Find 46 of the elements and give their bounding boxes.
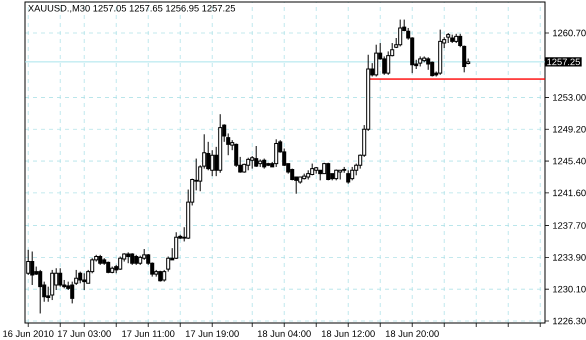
candlestick [118,256,122,270]
candlestick [174,232,178,260]
candlestick [418,56,422,67]
candlestick [58,268,62,288]
y-tick-label: 1253.00 [553,94,586,101]
ref-line-label: 1257.25 [547,58,580,66]
candlestick [82,272,86,291]
candlestick [446,32,450,44]
candlestick [374,44,378,78]
y-tick-label: 1226.30 [553,318,586,324]
candlestick [338,170,342,180]
candlestick [346,170,350,184]
candlestick [326,162,330,181]
candlestick [350,166,354,181]
x-tick-label: 16 Jun 2010 [3,330,54,337]
candlestick [106,261,110,274]
candlestick [274,138,278,168]
candlestick [126,252,130,264]
candlestick [254,146,258,168]
y-tick-label: 1245.40 [553,158,586,164]
candlestick [430,60,434,78]
candlestick [134,254,138,266]
chart-title: XAUUSD.,M30 1257.05 1257.65 1256.95 1257.25 [28,4,236,13]
x-tick-label: 17 Jun 03:00 [58,330,111,337]
y-tick-label: 1241.60 [553,190,586,196]
candlestick [454,33,458,44]
candlestick [30,251,34,286]
y-tick-label: 1249.20 [553,126,586,133]
candlestick [262,158,266,170]
y-tick-label: 1260.70 [553,30,586,36]
candlestick [310,163,314,176]
x-tick-label: 18 Jun 20:00 [386,330,439,337]
candlestick [98,254,102,266]
candlestick [398,19,402,47]
x-tick-label: 18 Jun 04:00 [258,330,311,337]
x-tick-label: 17 Jun 11:00 [122,330,174,337]
candlestick [130,252,134,266]
candlestick [246,157,250,171]
x-tick-label: 18 Jun 12:00 [322,330,375,337]
y-tick-label: 1233.90 [553,254,586,261]
y-tick-label: 1230.10 [553,286,586,292]
candlestick [38,269,42,314]
candlestick [50,269,54,301]
candlestick [334,168,338,181]
y-tick-label: 1237.70 [553,222,586,229]
x-tick-label: 17 Jun 19:00 [186,330,239,337]
